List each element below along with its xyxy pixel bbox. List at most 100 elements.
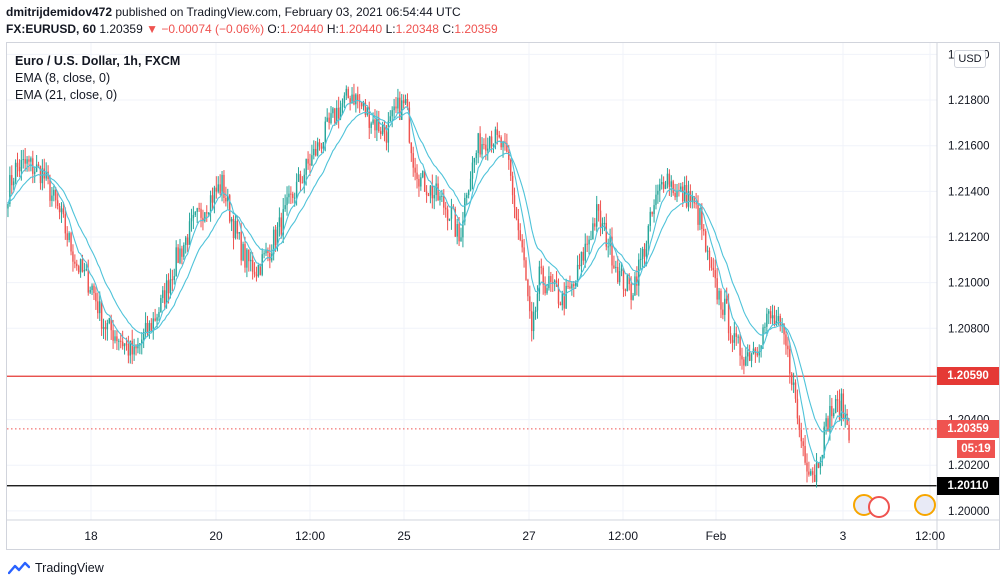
candle-body: [385, 132, 388, 143]
candle-body: [699, 208, 701, 225]
candle-body: [100, 301, 103, 329]
candle-body: [613, 265, 615, 268]
candle-body: [448, 218, 451, 221]
y-tick-label: 1.21600: [948, 141, 990, 153]
candle-body: [228, 195, 231, 222]
candle-body: [687, 191, 690, 207]
candle-body: [536, 293, 539, 311]
y-tick-label: 1.21800: [948, 95, 990, 107]
candle-body: [98, 301, 101, 314]
economic-event-icon[interactable]: [914, 494, 936, 516]
ema-8-line: [7, 99, 850, 464]
candle-body: [376, 118, 378, 131]
candle-body: [423, 170, 426, 192]
horizontal-levels: [7, 375, 937, 487]
candle-body: [278, 217, 281, 227]
candle-body: [68, 233, 70, 240]
author-name[interactable]: dmitrijdemidov472: [6, 5, 113, 19]
candle-body: [467, 190, 470, 196]
candle-body: [183, 244, 185, 257]
legend-ema8[interactable]: EMA (8, close, 0): [15, 71, 111, 85]
candle-body: [173, 276, 175, 280]
support-price-label: 1.20110: [937, 476, 999, 495]
candle-body: [146, 322, 149, 334]
candle-body: [714, 270, 716, 279]
candle-body: [171, 279, 174, 281]
candle-body: [55, 189, 57, 201]
candle-body: [108, 318, 110, 324]
candle-body: [666, 173, 669, 185]
candle-body: [553, 280, 556, 284]
candle-body: [462, 221, 464, 238]
currency-badge[interactable]: USD: [954, 50, 986, 68]
candle-body: [590, 239, 592, 241]
candle-body: [64, 214, 67, 234]
candle-body: [230, 219, 233, 222]
candle-body: [301, 182, 304, 184]
candle-body: [578, 264, 581, 267]
candle-body: [836, 399, 839, 401]
candle-body: [490, 136, 493, 147]
candle-body: [639, 259, 642, 261]
candle-body: [469, 178, 472, 191]
candle-body: [471, 162, 474, 179]
candle-body: [9, 175, 11, 204]
candle-body: [177, 247, 179, 263]
candle-body: [414, 167, 416, 173]
candle-body: [706, 250, 709, 252]
candle-body: [345, 88, 348, 96]
candle-body: [643, 248, 646, 257]
candle-body: [276, 226, 279, 246]
economic-event-icon[interactable]: [868, 496, 890, 518]
candle-body: [24, 159, 26, 164]
legend-ema21[interactable]: EMA (21, close, 0): [15, 88, 118, 102]
candles: [7, 83, 850, 488]
candle-body: [844, 413, 846, 419]
candle-body: [336, 107, 338, 123]
brand-name[interactable]: TradingView: [35, 561, 104, 575]
candle-body: [609, 236, 611, 247]
candle-body: [596, 204, 598, 227]
candle-body: [813, 474, 816, 482]
candle-body: [102, 327, 105, 329]
candle-body: [586, 243, 588, 245]
candle-body: [664, 184, 667, 189]
candle-body: [628, 275, 630, 285]
candle-body: [710, 259, 713, 268]
candle-body: [97, 301, 99, 314]
candle-body: [674, 193, 676, 198]
candle-body: [257, 264, 260, 277]
candle-body: [56, 200, 59, 206]
candle-body: [443, 195, 445, 208]
candle-body: [592, 223, 594, 240]
candle-body: [668, 173, 671, 187]
candle-body: [483, 144, 485, 146]
candle-body: [76, 263, 78, 267]
candle-body: [582, 251, 585, 261]
candle-body: [225, 197, 227, 202]
candle-body: [638, 259, 640, 286]
candle-body: [517, 218, 520, 231]
candle-body: [185, 237, 187, 245]
candle-body: [85, 269, 88, 271]
candle-body: [611, 236, 613, 266]
candle-body: [156, 317, 158, 321]
candle-body: [748, 352, 751, 361]
candle-body: [632, 295, 634, 300]
candle-body: [339, 106, 342, 119]
candle-body: [402, 100, 405, 104]
candle-body: [634, 276, 636, 296]
price-axis: 1.220001.218001.216001.214001.212001.210…: [7, 43, 999, 550]
candle-body: [538, 266, 541, 294]
candle-body: [251, 259, 254, 272]
candle-body: [135, 346, 137, 349]
candle-body: [91, 285, 93, 291]
candle-body: [829, 406, 831, 432]
candle-body: [232, 219, 235, 239]
candle-body: [290, 193, 292, 195]
candle-body: [412, 153, 414, 168]
candle-body: [735, 333, 737, 337]
candle-body: [620, 268, 623, 271]
candle-body: [636, 276, 638, 286]
